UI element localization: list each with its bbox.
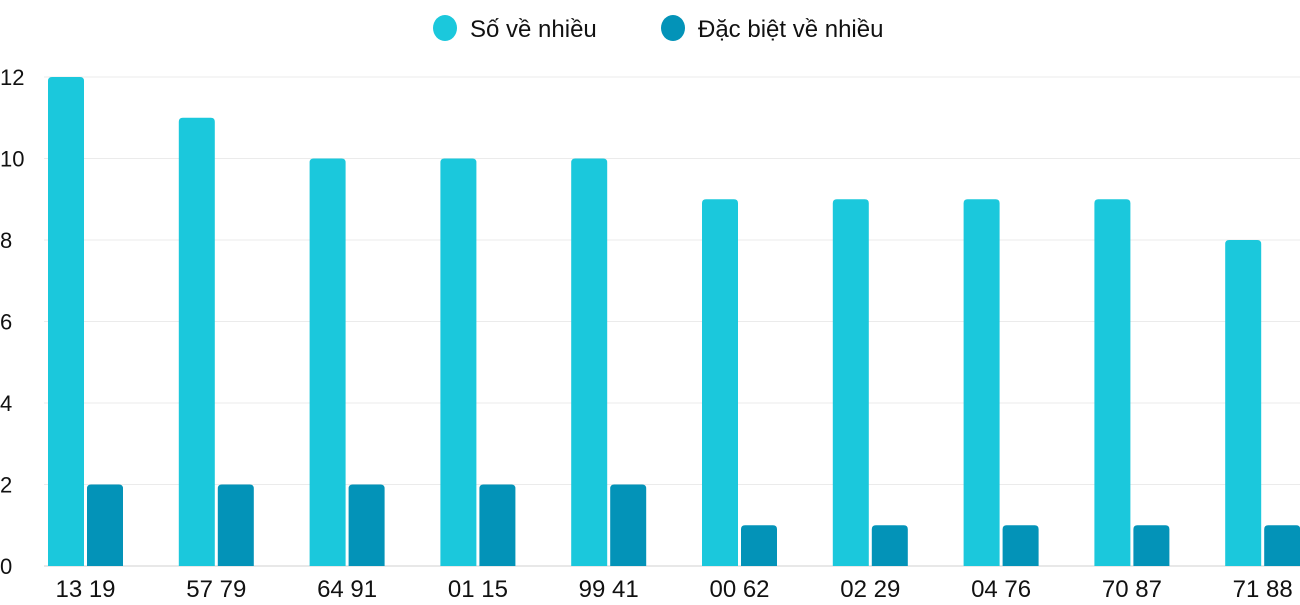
- bar-dac-biet-02-29[interactable]: [871, 525, 908, 566]
- x-tick-label: 00 62: [709, 576, 769, 600]
- x-tick-label: 71 88: [1233, 576, 1293, 600]
- bar-so-ve-nhieu-01-15[interactable]: [440, 158, 477, 567]
- bar-dac-biet-57-79[interactable]: [217, 484, 254, 567]
- y-tick-label: 8: [0, 228, 12, 253]
- legend-swatch-icon: [661, 15, 685, 41]
- x-tick-label: 57 79: [186, 576, 246, 600]
- x-tick-label: 01 15: [448, 576, 508, 600]
- bar-so-ve-nhieu-13-19[interactable]: [48, 77, 84, 566]
- x-tick-label: 04 76: [971, 576, 1031, 600]
- legend-label: Số về nhiều: [470, 16, 597, 43]
- y-tick-label: 0: [0, 554, 12, 579]
- bar-dac-biet-71-88[interactable]: [1264, 525, 1300, 566]
- y-tick-label: 10: [0, 147, 24, 172]
- legend: Số về nhiều Đặc biệt về nhiều: [433, 15, 883, 43]
- x-tick-label: 99 41: [579, 576, 639, 600]
- x-tick-label: 13 19: [55, 576, 115, 600]
- bar-dac-biet-04-76[interactable]: [1002, 525, 1039, 566]
- bar-dac-biet-70-87[interactable]: [1133, 525, 1170, 566]
- bar-dac-biet-99-41[interactable]: [610, 484, 647, 567]
- x-tick-label: 70 87: [1102, 576, 1162, 600]
- bar-dac-biet-13-19[interactable]: [87, 484, 123, 567]
- y-tick-label: 12: [0, 65, 24, 90]
- legend-swatch-icon: [433, 15, 457, 41]
- bar-so-ve-nhieu-99-41[interactable]: [571, 158, 608, 567]
- x-tick-label: 02 29: [840, 576, 900, 600]
- x-tick-label: 64 91: [317, 576, 377, 600]
- bar-so-ve-nhieu-04-76[interactable]: [963, 199, 1000, 566]
- bar-so-ve-nhieu-02-29[interactable]: [832, 199, 869, 566]
- legend-item-dac-biet-ve-nhieu[interactable]: Đặc biệt về nhiều: [661, 15, 883, 43]
- y-tick-label: 6: [0, 310, 12, 335]
- bar-so-ve-nhieu-00-62[interactable]: [702, 199, 738, 566]
- y-tick-label: 2: [0, 473, 12, 498]
- legend-label: Đặc biệt về nhiều: [698, 16, 883, 43]
- bar-so-ve-nhieu-64-91[interactable]: [309, 158, 346, 567]
- bar-dac-biet-00-62[interactable]: [741, 525, 777, 566]
- bar-so-ve-nhieu-57-79[interactable]: [178, 117, 215, 566]
- bar-dac-biet-64-91[interactable]: [348, 484, 385, 567]
- bar-so-ve-nhieu-71-88[interactable]: [1225, 240, 1262, 566]
- legend-item-so-ve-nhieu[interactable]: Số về nhiều: [433, 15, 597, 43]
- y-tick-label: 4: [0, 391, 12, 416]
- bar-dac-biet-01-15[interactable]: [479, 484, 516, 567]
- bar-so-ve-nhieu-70-87[interactable]: [1094, 199, 1131, 566]
